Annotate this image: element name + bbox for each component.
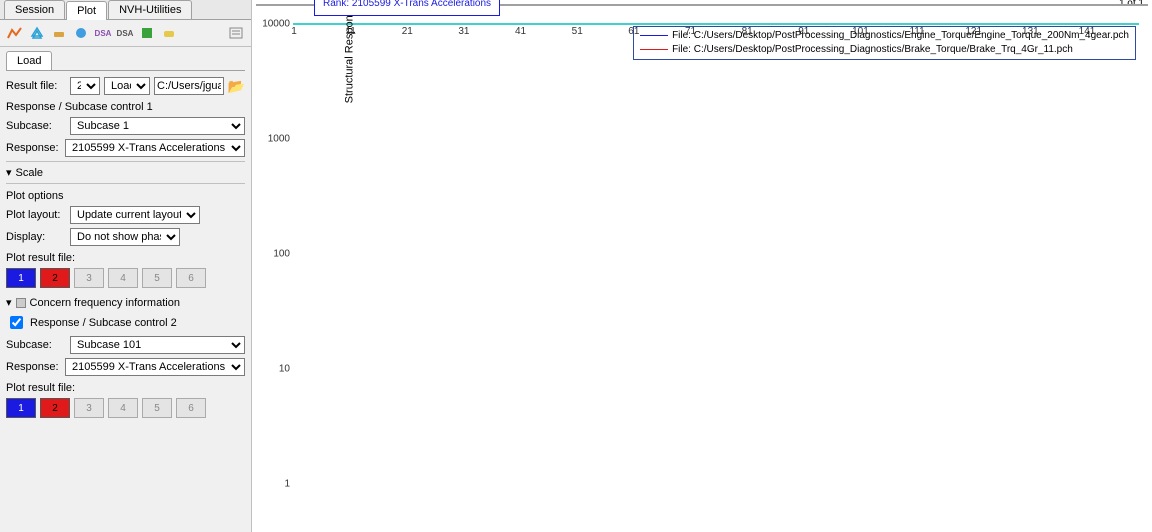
annotation-blue: Subcase: Subcase 1 Rank: 2105599 X-Trans… <box>314 0 500 16</box>
dsa-icon[interactable]: DSA <box>94 24 112 42</box>
legend-item-2: File: C:/Users/Desktop/PostProcessing_Di… <box>640 43 1129 57</box>
x-tick: 81 <box>742 26 753 37</box>
plot-layout-select[interactable]: Update current layout <box>70 206 200 224</box>
response2-label: Response: <box>6 361 61 373</box>
dsa2-icon[interactable]: DSA <box>116 24 134 42</box>
x-tick: 121 <box>965 26 982 37</box>
result-file-path[interactable] <box>154 77 224 95</box>
x-tick: 31 <box>458 26 469 37</box>
plot-area[interactable]: Structural Response (Scale=log) Frequenc… <box>256 4 1148 6</box>
subcase2-label: Subcase: <box>6 339 66 351</box>
swatch-2-4: 4 <box>108 398 138 418</box>
x-tick: 21 <box>402 26 413 37</box>
load-tab[interactable]: Load <box>6 51 52 70</box>
plot-result1-label: Plot result file: <box>6 252 245 264</box>
y-tick: 10 <box>279 364 290 375</box>
x-tick: 71 <box>685 26 696 37</box>
display-label: Display: <box>6 231 66 243</box>
subcase-ctrl2-title: Response / Subcase control 2 <box>30 317 177 329</box>
main-tabs: Session Plot NVH-Utilities <box>0 0 251 20</box>
subcase2-select[interactable]: Subcase 101 <box>70 336 245 354</box>
swatch-1-1[interactable]: 1 <box>6 268 36 288</box>
tab-nvh[interactable]: NVH-Utilities <box>108 0 192 19</box>
concern-color-box <box>16 298 26 308</box>
plot-layout-label: Plot layout: <box>6 209 66 221</box>
green-icon[interactable] <box>138 24 156 42</box>
chart-icon[interactable] <box>6 24 24 42</box>
y-tick: 100 <box>273 249 290 260</box>
up-icon[interactable] <box>28 24 46 42</box>
response1-label: Response: <box>6 142 61 154</box>
x-tick: 101 <box>852 26 869 37</box>
tab-plot[interactable]: Plot <box>66 1 107 20</box>
x-tick: 131 <box>1022 26 1039 37</box>
legend-item-1: File: C:/Users/Desktop/PostProcessing_Di… <box>640 29 1129 43</box>
swatch-row-2: 1 2 3 4 5 6 <box>6 398 245 418</box>
x-tick: 91 <box>798 26 809 37</box>
concern-expand-icon[interactable]: ▾ <box>6 296 12 309</box>
y-tick: 10000 <box>262 19 290 30</box>
y-tick: 1 <box>284 479 290 490</box>
response1-select[interactable]: 2105599 X-Trans Accelerations <box>65 139 245 157</box>
chart-frame: Structural Response (Scale=log) Frequenc… <box>293 23 1139 25</box>
legend-box: File: C:/Users/Desktop/PostProcessing_Di… <box>633 26 1136 60</box>
scale-expand-icon[interactable]: ▾ <box>6 166 12 179</box>
swatch-2-1[interactable]: 1 <box>6 398 36 418</box>
x-tick: 51 <box>572 26 583 37</box>
swatch-1-3: 3 <box>74 268 104 288</box>
display-select[interactable]: Do not show phase <box>70 228 180 246</box>
swatch-1-4: 4 <box>108 268 138 288</box>
swatch-1-6: 6 <box>176 268 206 288</box>
x-tick: 141 <box>1079 26 1096 37</box>
result-file-num[interactable]: 2 <box>70 77 100 95</box>
swatch-1-2[interactable]: 2 <box>40 268 70 288</box>
swatch-2-2[interactable]: 2 <box>40 398 70 418</box>
swatch-2-5: 5 <box>142 398 172 418</box>
swatch-row-1: 1 2 3 4 5 6 <box>6 268 245 288</box>
swatch-1-5: 5 <box>142 268 172 288</box>
swatch-2-6: 6 <box>176 398 206 418</box>
result-file-action[interactable]: Load <box>104 77 150 95</box>
subcase1-label: Subcase: <box>6 120 66 132</box>
yellow-eraser-icon[interactable] <box>160 24 178 42</box>
scale-label: Scale <box>16 167 44 179</box>
subcase-ctrl2-check[interactable] <box>10 316 23 329</box>
panel-toolbar: DSA DSA <box>0 20 251 47</box>
x-tick: 11 <box>345 26 355 37</box>
swatch-2-3: 3 <box>74 398 104 418</box>
subcase1-select[interactable]: Subcase 1 <box>70 117 245 135</box>
plot-result2-label: Plot result file: <box>6 382 245 394</box>
result-file-label: Result file: <box>6 80 66 92</box>
x-tick: 61 <box>628 26 639 37</box>
response2-select[interactable]: 2105599 X-Trans Accelerations <box>65 358 245 376</box>
concern-label: Concern frequency information <box>30 297 180 309</box>
x-tick: 1 <box>291 26 297 37</box>
palette-icon[interactable] <box>72 24 90 42</box>
x-tick: 41 <box>515 26 526 37</box>
open-file-icon[interactable]: 📂 <box>228 78 245 95</box>
subcase-ctrl1-title: Response / Subcase control 1 <box>6 101 245 113</box>
tab-session[interactable]: Session <box>4 0 65 19</box>
list-icon[interactable] <box>227 24 245 42</box>
eraser-icon[interactable] <box>50 24 68 42</box>
x-tick: 111 <box>909 26 924 37</box>
y-tick: 1000 <box>268 134 290 145</box>
plot-options-title: Plot options <box>6 190 245 202</box>
plot-pane: 1 of 1 Structural Response (Scale=log) F… <box>252 0 1152 532</box>
